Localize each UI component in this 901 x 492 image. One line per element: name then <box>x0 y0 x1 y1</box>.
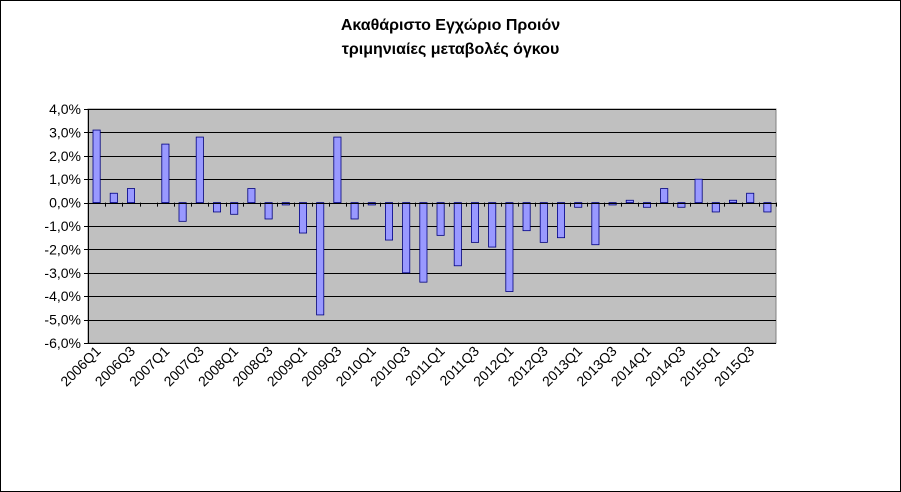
bar-2014Q2 <box>660 188 669 203</box>
axes <box>84 109 777 344</box>
bars <box>92 129 772 316</box>
bar-2011Q2 <box>453 202 462 267</box>
y-tick-label: -1,0% <box>44 218 81 234</box>
bar-2009Q3 <box>333 136 342 203</box>
bar-2014Q4 <box>694 178 703 203</box>
y-tick-label: 4,0% <box>49 101 81 117</box>
bar-2012Q1 <box>505 202 514 292</box>
bar-2006Q3 <box>127 188 136 203</box>
bar-2013Q4 <box>625 199 634 203</box>
bar-2009Q1 <box>298 202 307 234</box>
chart-subtitle: τριμηνιαίες μεταβολές όγκου <box>341 41 560 58</box>
bar-2010Q2 <box>384 202 393 241</box>
y-tick-label: 2,0% <box>49 148 81 164</box>
y-tick-label: 1,0% <box>49 171 81 187</box>
bar-2013Q2 <box>591 202 600 246</box>
bar-2013Q1 <box>574 202 583 208</box>
chart-title-line1: Ακαθάριστο Εγχώριο Προιόν <box>340 17 561 34</box>
bar-2009Q2 <box>316 202 325 316</box>
y-tick-label: -2,0% <box>44 241 81 257</box>
bar-2015Q4 <box>763 202 772 213</box>
y-tick-label: -5,0% <box>44 312 81 328</box>
bar-2015Q3 <box>746 192 755 204</box>
bar-2008Q1 <box>230 202 239 215</box>
bar-2015Q1 <box>711 202 720 213</box>
y-tick-label: 3,0% <box>49 124 81 140</box>
bar-2008Q3 <box>264 202 273 220</box>
bar-2011Q3 <box>470 202 479 243</box>
bar-2012Q3 <box>539 202 548 243</box>
y-tick-label: 0,0% <box>49 195 81 211</box>
bar-2007Q3 <box>195 136 204 203</box>
bar-2010Q4 <box>419 202 428 283</box>
bar-2008Q2 <box>247 188 256 203</box>
bar-2006Q1 <box>92 129 101 203</box>
chart-title: Ακαθάριστο Εγχώριο Προιόν τριμηνιαίες με… <box>0 14 901 62</box>
bar-2006Q2 <box>109 192 118 204</box>
bar-2007Q1 <box>161 143 170 204</box>
bar-2015Q2 <box>729 199 738 203</box>
bar-2009Q4 <box>350 202 359 220</box>
bar-2012Q4 <box>557 202 566 239</box>
x-tick-labels: 2006Q12006Q32007Q12007Q32008Q12008Q32009… <box>57 343 757 390</box>
bar-2010Q3 <box>402 202 411 274</box>
bar-2014Q1 <box>643 202 652 208</box>
y-tick-label: -4,0% <box>44 288 81 304</box>
y-tick-label: -3,0% <box>44 265 81 281</box>
bar-2011Q1 <box>436 202 445 236</box>
bar-2007Q4 <box>212 202 221 213</box>
bar-2014Q3 <box>677 202 686 208</box>
y-tick-labels: 4,0% 3,0% 2,0% 1,0% 0,0% -1,0% -2,0% -3,0% -4,0%… <box>44 101 81 351</box>
y-tick-label: -6,0% <box>44 335 81 351</box>
bar-2012Q2 <box>522 202 531 232</box>
bar-2007Q2 <box>178 202 187 222</box>
bar-2011Q4 <box>488 202 497 248</box>
